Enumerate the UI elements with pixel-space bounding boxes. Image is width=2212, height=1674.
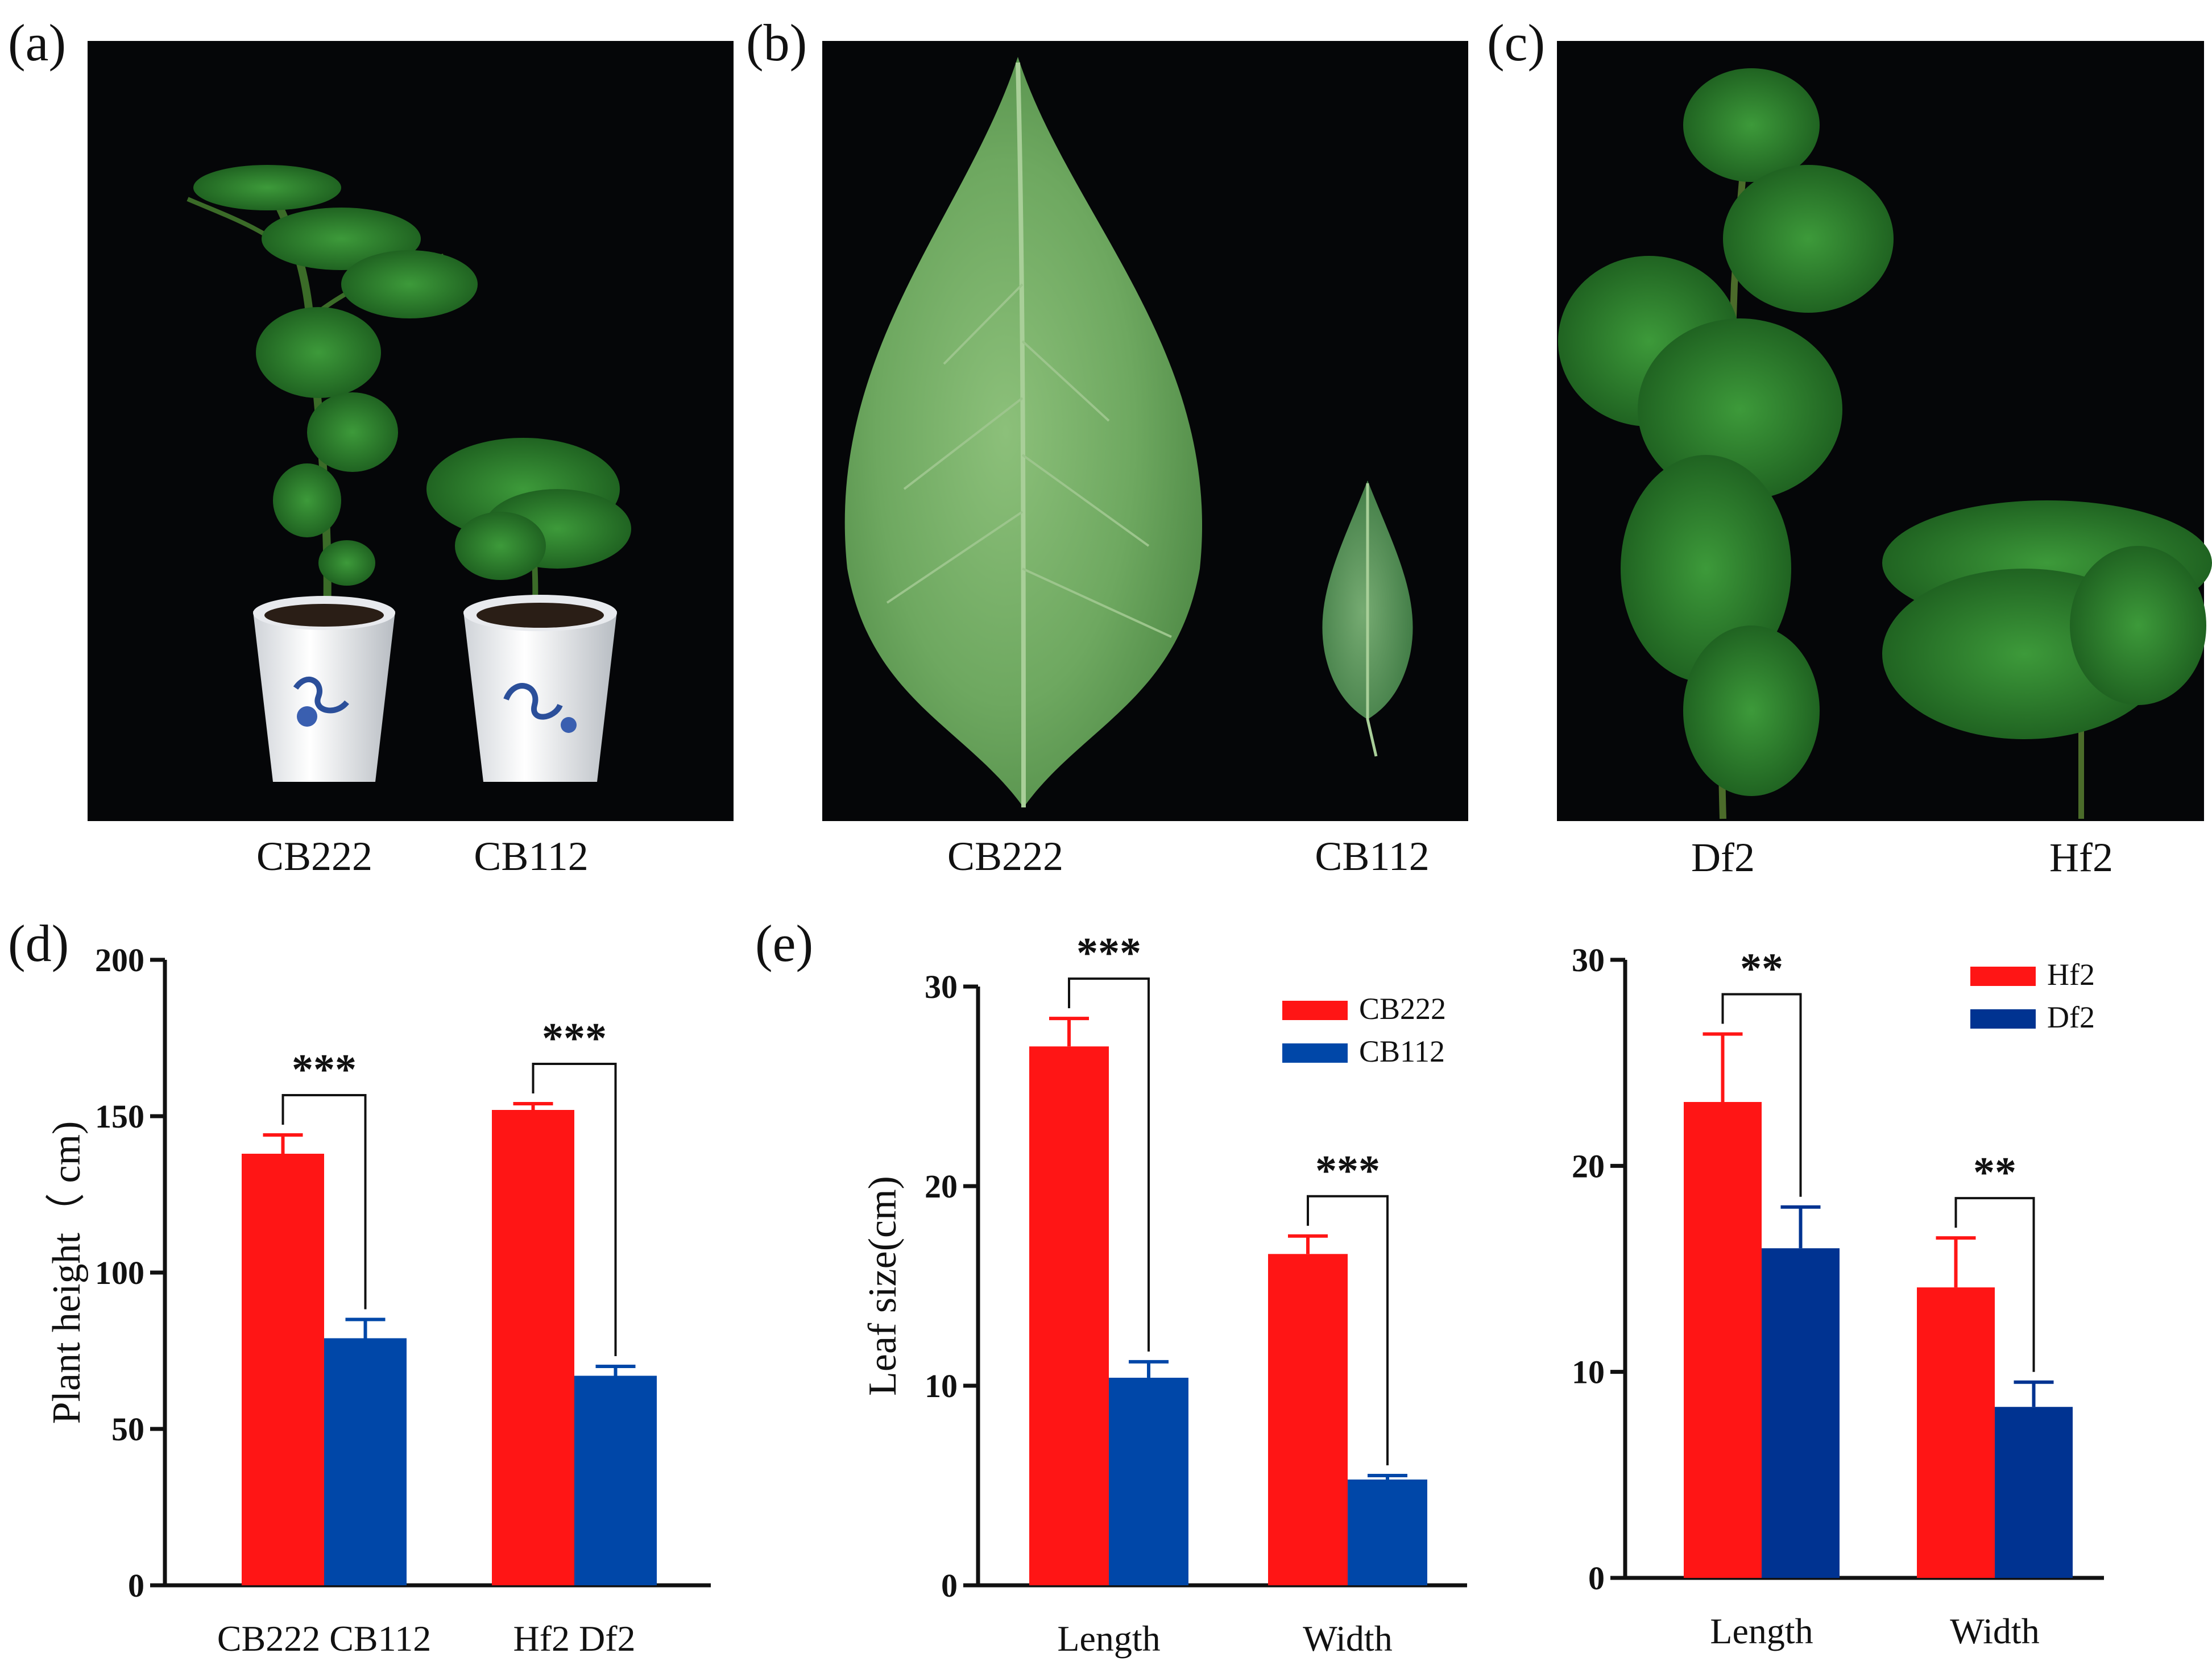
significance-label: *** [1315, 1147, 1380, 1195]
significance-bracket [1307, 1195, 1389, 1465]
category-label: Length [1057, 1618, 1160, 1659]
legend-label: Df2 [2047, 1000, 2095, 1034]
category-label: Width [1950, 1611, 2039, 1651]
y-axis-label: Plant height（ cm) [45, 1121, 89, 1424]
significance-bracket [1068, 977, 1150, 1352]
photo-c-label-2: Hf2 [2049, 835, 2113, 880]
bar [1684, 1102, 1762, 1578]
significance-bracket [281, 1094, 367, 1310]
photo-b [822, 41, 1468, 821]
bar [242, 1154, 324, 1585]
category-label: CB222 CB112 [217, 1618, 431, 1659]
y-tick-label: 30 [1572, 942, 1605, 979]
panel-letter-a: (a) [8, 14, 66, 72]
photo-b-label-1: CB222 [947, 834, 1063, 879]
y-tick-label: 0 [128, 1567, 144, 1604]
panel-letter-c: (c) [1487, 14, 1545, 72]
y-tick-label: 20 [1572, 1147, 1605, 1184]
photo-c-label-1: Df2 [1691, 835, 1755, 880]
bar [1029, 1046, 1109, 1585]
chart-plant-height: 0 50 100 150 200 Plant height（ cm) *** CB222 CB… [45, 942, 711, 1659]
legend-label: Hf2 [2047, 958, 2095, 992]
significance-label: *** [542, 1014, 607, 1062]
legend-swatch [1970, 1009, 2036, 1029]
significance-bracket [1721, 993, 1802, 1197]
y-axis-label: Leaf size(cm) [861, 1176, 905, 1396]
significance-bracket [1954, 1197, 2035, 1372]
category-label: Width [1303, 1618, 1392, 1659]
panel-letter-d: (d) [8, 914, 69, 972]
significance-bracket [532, 1063, 617, 1356]
significance-label: ** [1973, 1149, 2016, 1196]
legend-label: CB112 [1359, 1034, 1445, 1068]
legend-swatch [1282, 1001, 1348, 1020]
significance-label: *** [292, 1046, 357, 1093]
bar [1762, 1248, 1840, 1578]
photo-a-label-2: CB112 [474, 834, 588, 879]
chart-leaf-size-cb: 0 10 20 30 Leaf size(cm) *** Length *** Width CB2… [861, 929, 1467, 1659]
bar [1268, 1254, 1348, 1585]
photo-a-label-1: CB222 [256, 834, 372, 879]
legend-swatch [1970, 967, 2036, 986]
category-label: Hf2 Df2 [513, 1618, 635, 1659]
category-label: Length [1710, 1611, 1813, 1651]
significance-label: ** [1740, 944, 1783, 992]
y-tick-label: 0 [941, 1567, 958, 1604]
legend-swatch [1282, 1043, 1348, 1063]
bar [574, 1375, 657, 1585]
panel-letter-e: (e) [755, 914, 813, 972]
bar [1348, 1479, 1427, 1585]
legend-label: CB222 [1359, 992, 1446, 1026]
bar [1109, 1377, 1188, 1585]
y-tick-label: 0 [1588, 1560, 1605, 1597]
chart-leaf-size-hf: 0 10 20 30 ** Length ** Width Hf2 Df2 [1572, 942, 2104, 1651]
bar [324, 1338, 407, 1585]
y-tick-label: 100 [95, 1254, 144, 1291]
significance-label: *** [1076, 929, 1141, 977]
photo-b-label-2: CB112 [1315, 834, 1429, 879]
y-tick-label: 30 [925, 968, 958, 1005]
photo-c [1557, 41, 2212, 821]
y-tick-label: 150 [95, 1098, 144, 1135]
y-tick-label: 20 [925, 1168, 958, 1205]
bar [1995, 1407, 2073, 1578]
photo-a [88, 41, 734, 821]
bar [1917, 1287, 1995, 1578]
y-tick-label: 10 [925, 1368, 958, 1404]
bar [492, 1110, 574, 1585]
panel-letter-b: (b) [746, 14, 807, 72]
y-tick-label: 200 [95, 942, 144, 979]
y-tick-label: 50 [111, 1411, 144, 1448]
y-tick-label: 10 [1572, 1354, 1605, 1391]
